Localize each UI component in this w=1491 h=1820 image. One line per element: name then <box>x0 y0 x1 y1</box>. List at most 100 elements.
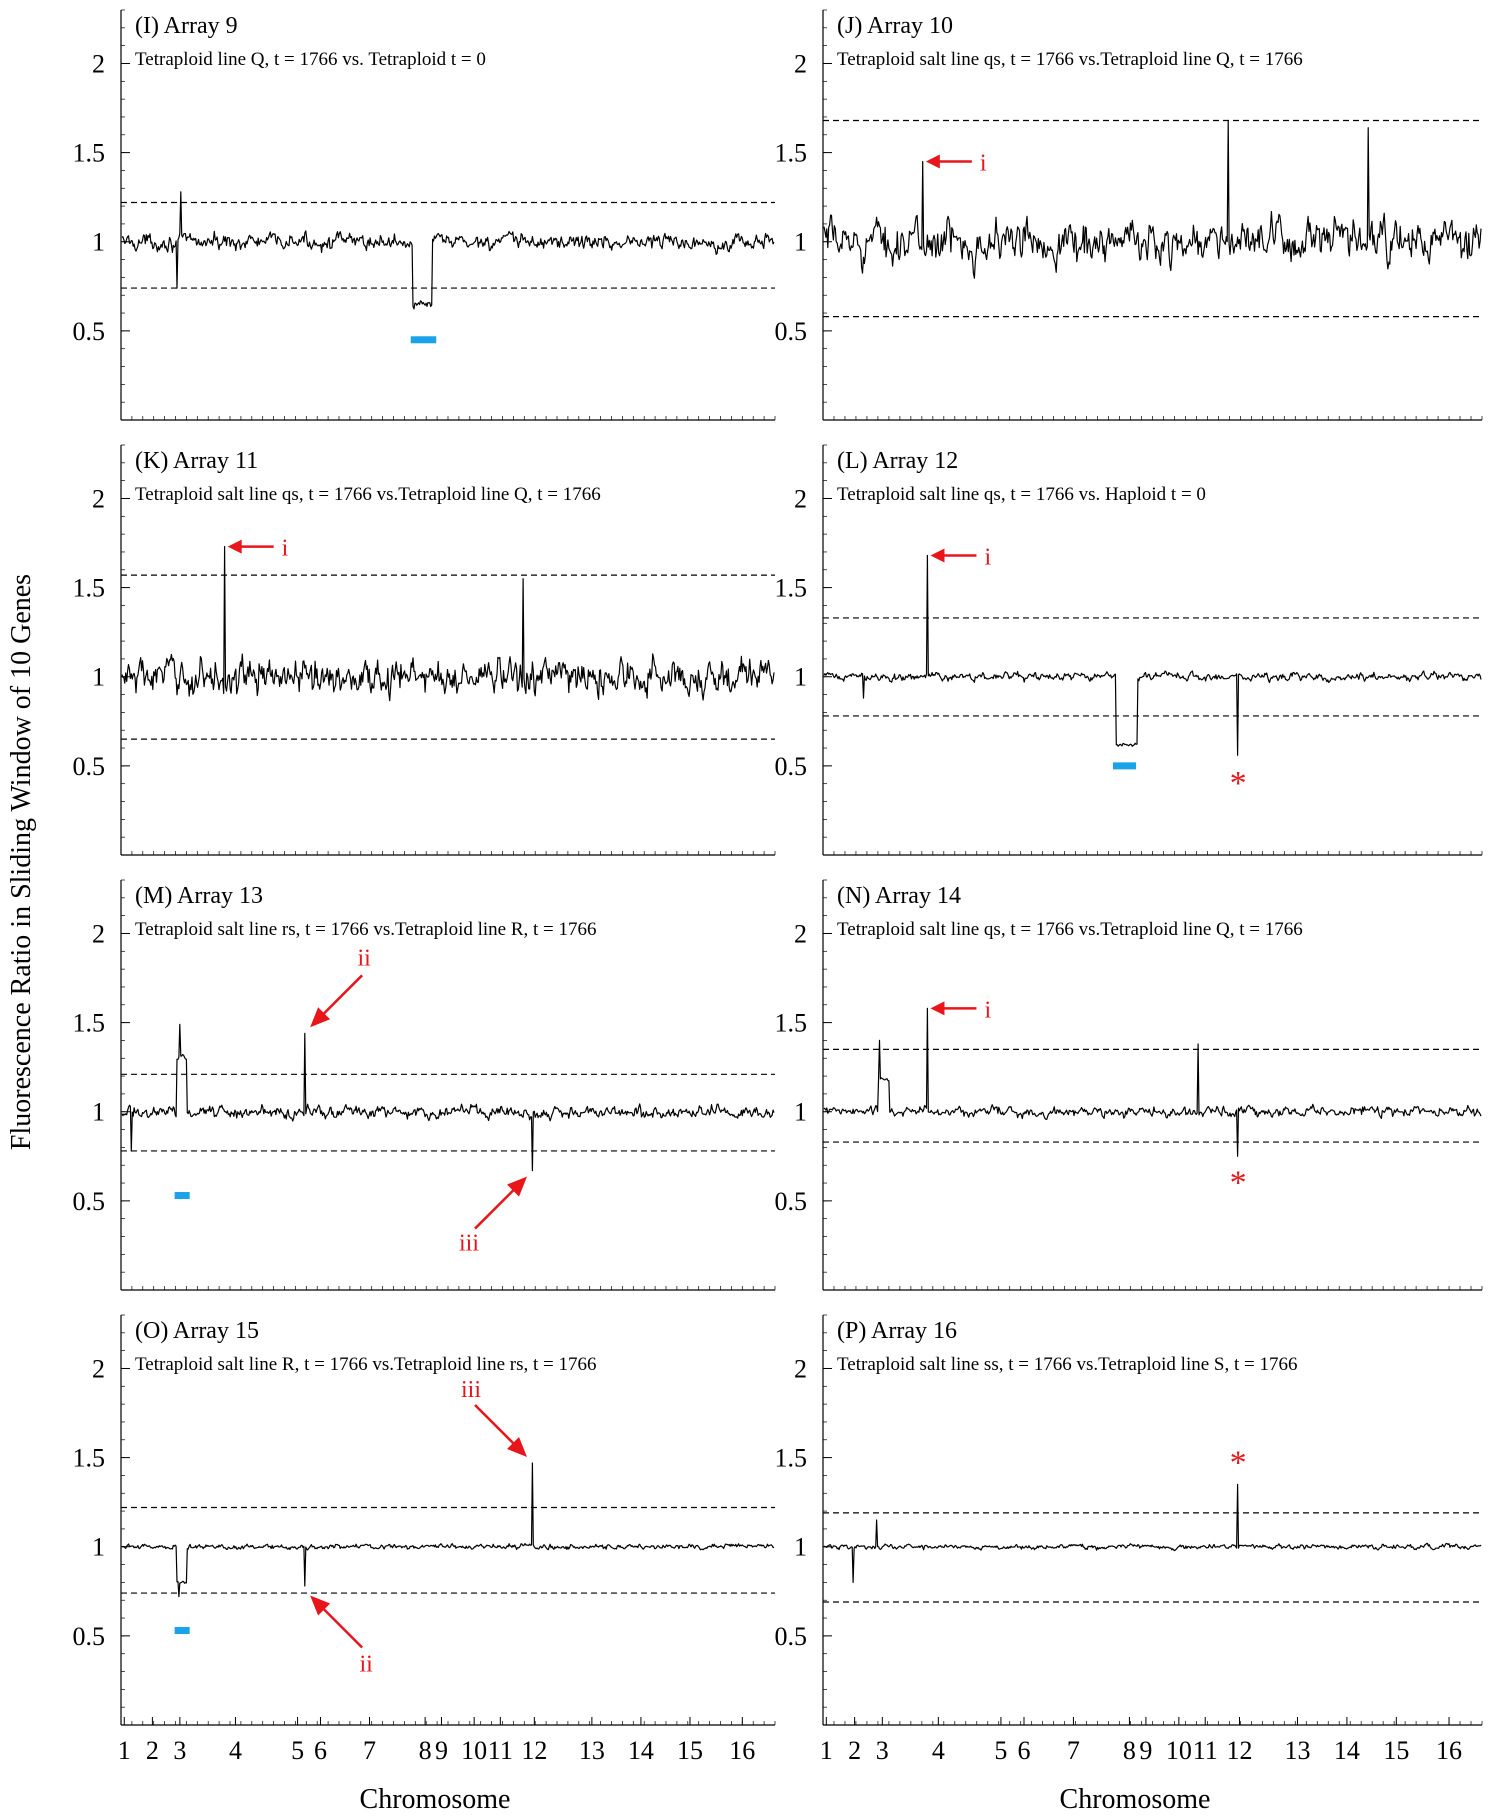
annotation-label: i <box>980 151 987 177</box>
panel-2: 0.5 1 1.5 2 (K) Array 11 Tetraploid salt line… <box>73 444 776 856</box>
annotation-label: iii <box>459 1231 479 1257</box>
x-tick-label: 3 <box>876 1736 889 1765</box>
annotation-label: i <box>984 997 991 1023</box>
panels: 0.5 1 1.5 2 (I) Array 9 Tetraploid line Q, t … <box>73 9 1483 1765</box>
arrow-shaft <box>317 1602 364 1649</box>
x-tick-label: 6 <box>1017 1736 1030 1765</box>
x-tick-label: 1 <box>820 1736 833 1765</box>
segment-bar <box>174 1192 190 1200</box>
panel-6: 0.511.521 2 3 4 5 6 7 8 9 10 11 12 13 14 15 16(O) Array… <box>73 1314 776 1765</box>
x-tick-label: 8 <box>419 1736 432 1765</box>
asterisk-marker: * <box>1230 765 1247 802</box>
x-tick-label: 3 <box>173 1736 186 1765</box>
x-tick-label: 10 <box>1166 1736 1192 1765</box>
x-tick-label: 16 <box>729 1736 755 1765</box>
y-tick-label: 1.5 <box>73 574 106 603</box>
panel-title: (K) Array 11 <box>135 448 258 474</box>
x-tick-label: 13 <box>579 1736 605 1765</box>
panel-title: (O) Array 15 <box>135 1318 259 1344</box>
panel-subtitle: Tetraploid salt line rs, t = 1766 vs.Tet… <box>135 919 597 940</box>
y-tick-label: 1.5 <box>775 1444 808 1473</box>
y-tick-label: 1 <box>794 663 807 692</box>
panel-1: 0.5 1 1.5 2 (J) Array 10 Tetraploid salt line… <box>775 9 1483 421</box>
data-trace <box>121 1462 775 1598</box>
annotation-arrow: i <box>930 997 991 1023</box>
y-tick-label: 0.5 <box>775 1622 808 1651</box>
annotation-arrow: ii <box>310 1595 373 1678</box>
panel-subtitle: Tetraploid salt line R, t = 1766 vs.Tetr… <box>135 1354 597 1375</box>
panel-subtitle: Tetraploid salt line qs, t = 1766 vs.Tet… <box>837 49 1303 70</box>
y-tick-label: 1.5 <box>775 574 808 603</box>
x-tick-label: 11 <box>1193 1736 1218 1765</box>
y-tick-label: 1 <box>794 228 807 257</box>
panel-7: 0.511.521 2 3 4 5 6 7 8 9 10 11 12 13 14 15 16(P) Array… <box>775 1314 1483 1765</box>
y-tick-label: 0.5 <box>73 1187 106 1216</box>
panel-5: 0.5 1 1.5 2 (N) Array 14 Tetraploid salt line… <box>775 879 1483 1291</box>
y-tick-label: 1.5 <box>73 139 106 168</box>
segment-bar <box>410 336 437 344</box>
annotation-arrow: i <box>227 536 289 562</box>
x-tick-label: 14 <box>628 1736 654 1765</box>
x-tick-label: 12 <box>1226 1736 1252 1765</box>
arrow-shaft <box>317 974 364 1021</box>
data-trace <box>121 1023 775 1172</box>
annotation-label: i <box>984 545 991 571</box>
panel-title: (J) Array 10 <box>837 13 953 39</box>
panel-title: (I) Array 9 <box>135 13 238 39</box>
x-tick-label: 4 <box>229 1736 242 1765</box>
y-tick-label: 1.5 <box>775 1009 808 1038</box>
x-tick-label: 2 <box>146 1736 159 1765</box>
asterisk-marker: * <box>1230 1444 1247 1481</box>
arrow-head <box>310 1007 331 1028</box>
panel-title: (N) Array 14 <box>837 883 961 909</box>
y-tick-label: 1 <box>92 663 105 692</box>
y-tick-label: 0.5 <box>775 317 808 346</box>
asterisk-marker: * <box>1230 1164 1247 1201</box>
panel-subtitle: Tetraploid salt line qs, t = 1766 vs. Ha… <box>837 484 1206 505</box>
panel-title: (P) Array 16 <box>837 1318 957 1344</box>
data-trace <box>121 546 775 702</box>
panel-subtitle: Tetraploid line Q, t = 1766 vs. Tetraplo… <box>135 49 486 70</box>
data-trace <box>823 1007 1482 1157</box>
x-tick-label: 5 <box>291 1736 304 1765</box>
arrow-shaft <box>474 1404 520 1450</box>
annotation-arrow: i <box>925 151 987 177</box>
panel-title: (M) Array 13 <box>135 883 263 909</box>
panel-title: (L) Array 12 <box>837 448 958 474</box>
y-tick-label: 1 <box>92 1098 105 1127</box>
y-tick-label: 2 <box>794 49 807 78</box>
arrow-head <box>930 548 945 563</box>
y-tick-label: 2 <box>92 1354 105 1383</box>
x-tick-label: 7 <box>363 1736 376 1765</box>
y-tick-label: 2 <box>794 1354 807 1383</box>
y-tick-label: 1 <box>92 1533 105 1562</box>
x-tick-label: 8 <box>1123 1736 1136 1765</box>
arrow-head <box>925 154 940 169</box>
data-trace <box>121 191 775 310</box>
x-tick-label: 14 <box>1334 1736 1360 1765</box>
arrow-head <box>507 1176 528 1197</box>
y-tick-label: 1 <box>92 228 105 257</box>
annotation-label: ii <box>357 945 371 971</box>
x-tick-label: 15 <box>1383 1736 1409 1765</box>
segment-bar <box>1112 762 1137 770</box>
x-tick-label: 13 <box>1284 1736 1310 1765</box>
panel-0: 0.5 1 1.5 2 (I) Array 9 Tetraploid line Q, t … <box>73 9 776 421</box>
arrow-head <box>930 1001 945 1016</box>
y-tick-label: 2 <box>794 919 807 948</box>
x-axis-title-left: Chromosome <box>360 1784 511 1815</box>
annotation-label: ii <box>359 1652 373 1678</box>
panel-subtitle: Tetraploid salt line ss, t = 1766 vs.Tet… <box>837 1354 1297 1375</box>
data-trace <box>823 554 1482 756</box>
x-tick-label: 9 <box>435 1736 448 1765</box>
y-tick-label: 1 <box>794 1533 807 1562</box>
x-tick-label: 12 <box>521 1736 547 1765</box>
y-tick-label: 2 <box>92 919 105 948</box>
y-tick-label: 0.5 <box>73 752 106 781</box>
y-tick-label: 0.5 <box>775 1187 808 1216</box>
x-tick-label: 2 <box>848 1736 861 1765</box>
data-trace <box>823 119 1482 279</box>
arrow-head <box>310 1595 331 1616</box>
y-tick-label: 1.5 <box>775 139 808 168</box>
